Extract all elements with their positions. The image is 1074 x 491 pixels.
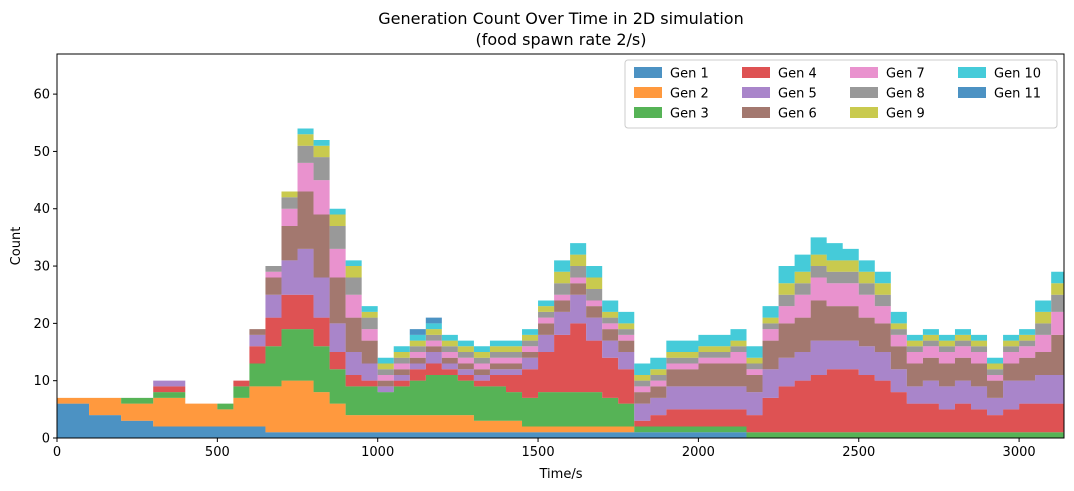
area-gen-6 [57, 191, 1064, 404]
area-gen-1 [57, 403, 1064, 438]
legend-label: Gen 1 [670, 67, 709, 82]
legend-label: Gen 3 [670, 107, 709, 122]
area-gen-3 [57, 329, 1064, 438]
area-gen-4 [57, 294, 1064, 433]
x-axis-ticks: 0 500 1000 1500 2000 2500 3000 [53, 438, 1036, 460]
legend-box [624, 59, 1058, 129]
chart-subtitle: (food spawn rate 2/s) [475, 30, 646, 49]
x-tick-label: 500 [205, 445, 230, 460]
legend-label: Gen 8 [886, 87, 925, 102]
legend-label: Gen 7 [886, 67, 925, 82]
y-axis-ticks: 0 10 20 30 40 50 60 [33, 88, 57, 447]
stacked-areas [57, 128, 1064, 438]
x-tick-label: 1500 [522, 445, 555, 460]
area-gen-5 [57, 248, 1064, 421]
x-tick-label: 1000 [361, 445, 394, 460]
legend-label: Gen 11 [994, 87, 1041, 102]
legend-swatch [850, 67, 878, 78]
legend: Gen 1 Gen 2 Gen 3 Gen 4 Gen 5 Gen 6 Gen 7 Gen 8… [624, 59, 1058, 129]
legend-label: Gen 10 [994, 67, 1041, 82]
area-gen-10 [57, 128, 1064, 404]
legend-swatch [958, 87, 986, 98]
legend-swatch [850, 107, 878, 118]
area-gen-2 [57, 380, 1064, 438]
plot-frame [56, 53, 1065, 439]
y-tick-label: 10 [33, 374, 50, 389]
x-axis-label: Time/s [539, 467, 583, 482]
legend-swatch [634, 67, 662, 78]
y-tick-label: 20 [33, 317, 50, 332]
legend-label: Gen 4 [778, 67, 817, 82]
legend-swatch [742, 87, 770, 98]
y-tick-label: 60 [33, 88, 50, 103]
y-axis-label: Count [9, 227, 24, 266]
legend-label: Gen 6 [778, 107, 817, 122]
legend-swatch [634, 107, 662, 118]
legend-label: Gen 2 [670, 87, 709, 102]
x-tick-label: 2500 [842, 445, 875, 460]
legend-label: Gen 9 [886, 107, 925, 122]
legend-swatch [742, 107, 770, 118]
chart-title: Generation Count Over Time in 2D simulat… [378, 9, 743, 28]
y-tick-label: 50 [33, 145, 50, 160]
y-tick-label: 40 [33, 202, 50, 217]
legend-swatch [850, 87, 878, 98]
legend-swatch [958, 67, 986, 78]
x-tick-label: 2000 [682, 445, 715, 460]
legend-swatch [634, 87, 662, 98]
legend-swatch [742, 67, 770, 78]
x-tick-label: 0 [53, 445, 61, 460]
x-tick-label: 3000 [1003, 445, 1036, 460]
y-tick-label: 0 [42, 432, 50, 447]
legend-label: Gen 5 [778, 87, 817, 102]
y-tick-label: 30 [33, 260, 50, 275]
